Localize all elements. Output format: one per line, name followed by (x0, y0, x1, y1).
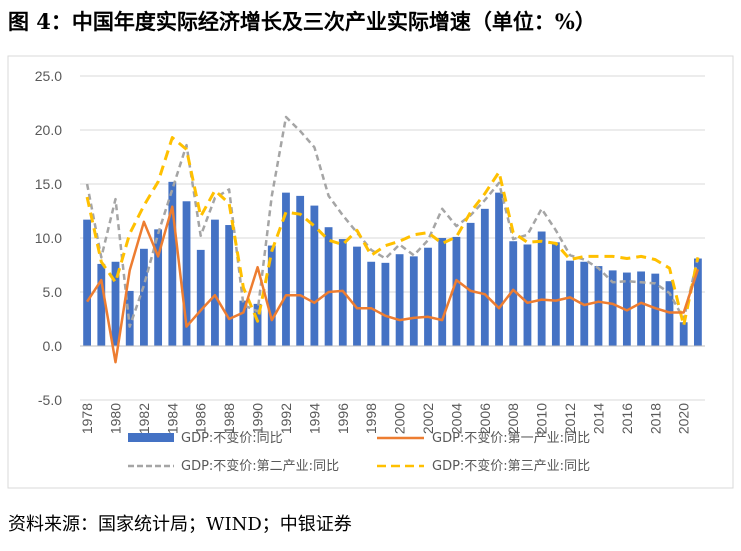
gdp-bar (225, 225, 234, 346)
tertiary-industry-line (85, 136, 700, 327)
gdp-bar (608, 270, 617, 346)
y-tick-label: 0.0 (43, 338, 63, 354)
x-tick-label: 1984 (164, 403, 180, 434)
x-tick-label: 2012 (562, 403, 578, 434)
y-tick-label: 5.0 (43, 284, 63, 300)
gdp-bar (310, 205, 319, 346)
gdp-bar (367, 261, 376, 346)
legend: GDP:不变价:同比 GDP:不变价:第一产业:同比 GDP:不变价:第二产业:… (128, 430, 590, 474)
gdp-bar (140, 248, 148, 346)
y-tick-label: -5.0 (38, 392, 62, 408)
gdp-bar (395, 254, 404, 346)
x-tick-label: 2016 (619, 403, 635, 434)
x-tick-label: 2000 (392, 403, 408, 434)
gdp-bar (182, 201, 191, 346)
y-axis: -5.0 0.0 5.0 10.0 15.0 20.0 25.0 (35, 68, 62, 408)
gdp-bar (424, 247, 432, 346)
gdp-bar (282, 192, 290, 346)
legend-label-primary: GDP:不变价:第一产业:同比 (432, 430, 590, 446)
legend-label-secondary: GDP:不变价:第二产业:同比 (181, 458, 339, 474)
x-tick-label: 1982 (136, 403, 152, 434)
x-tick-label: 1990 (250, 403, 266, 434)
gdp-bar (239, 300, 248, 346)
source-note: 资料来源：国家统计局；WIND；中银证券 (8, 514, 352, 535)
gdp-bar (154, 229, 163, 346)
primary-industry-line (86, 205, 700, 364)
gdp-bar (679, 322, 688, 346)
gdp-bar (267, 245, 276, 346)
x-tick-label: 2014 (590, 403, 606, 434)
y-tick-label: 10.0 (35, 230, 62, 246)
gdp-bar (537, 231, 546, 346)
gdp-bar (111, 261, 120, 346)
gdp-bar (253, 303, 262, 346)
legend-swatch-gdp (128, 433, 174, 442)
x-axis: 1978 1980 1982 1984 1986 1988 1990 1992 1994 1996… (79, 403, 692, 434)
secondary-industry-line (85, 115, 700, 328)
x-tick-label: 2002 (420, 403, 436, 434)
x-tick-label: 2006 (477, 403, 493, 434)
y-tick-label: 15.0 (35, 176, 62, 192)
x-tick-label: 1988 (221, 403, 237, 434)
gdp-bar (438, 238, 447, 346)
x-tick-label: 2004 (448, 403, 464, 434)
legend-label-tertiary: GDP:不变价:第三产业:同比 (432, 458, 590, 474)
gdp-bar (495, 192, 503, 346)
y-tick-label: 20.0 (35, 122, 62, 138)
gdp-bar (466, 222, 475, 346)
chart-title: 图 4：中国年度实际经济增长及三次产业实际增速（单位：%） (8, 9, 596, 34)
gdp-bar (693, 258, 702, 346)
x-tick-label: 1978 (79, 403, 95, 434)
x-tick-label: 2020 (676, 403, 692, 434)
gdp-bar (452, 236, 461, 346)
gdp-bar (353, 246, 361, 346)
gdp-bar (594, 266, 603, 346)
x-tick-label: 2018 (647, 403, 663, 434)
x-tick-label: 1992 (278, 403, 294, 434)
gdp-bar (409, 256, 418, 346)
gdp-bars (83, 181, 702, 346)
gdp-bar (566, 260, 574, 346)
legend-label-gdp: GDP:不变价:同比 (181, 430, 283, 446)
gdp-bar (551, 242, 560, 346)
gdp-bar (83, 219, 92, 346)
chart-frame (7, 55, 734, 489)
gdp-bar (168, 181, 177, 346)
x-tick-label: 1996 (335, 403, 351, 434)
gdp-bar (480, 208, 489, 346)
gdp-bar (211, 219, 219, 346)
gdp-bar (651, 273, 660, 346)
gdp-bar (97, 263, 106, 346)
x-tick-label: 2008 (505, 403, 521, 434)
gdp-bar (523, 244, 532, 346)
gdp-bar (324, 227, 333, 346)
gdp-bar (296, 195, 305, 346)
x-tick-label: 1998 (363, 403, 379, 434)
gdp-bar (509, 241, 518, 346)
gdp-bar (637, 271, 645, 346)
x-tick-label: 1994 (306, 403, 322, 434)
gdp-bar (196, 249, 205, 346)
x-tick-label: 1986 (193, 403, 209, 434)
y-tick-label: 25.0 (35, 68, 62, 84)
x-tick-label: 1980 (108, 403, 124, 434)
x-tick-label: 2010 (534, 403, 550, 434)
series-lines (85, 115, 700, 364)
gdp-bar (381, 262, 390, 346)
